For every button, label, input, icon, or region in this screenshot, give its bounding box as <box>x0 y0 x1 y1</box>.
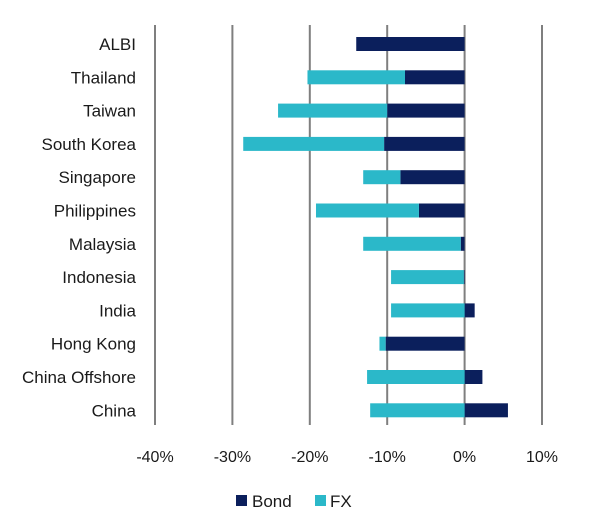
bar-fx-5 <box>315 203 419 218</box>
bars <box>243 37 508 418</box>
category-label: India <box>99 301 136 320</box>
x-tick-label: 0% <box>453 449 476 466</box>
bar-bond-1 <box>405 70 465 85</box>
bar-bond-0 <box>356 37 465 51</box>
bar-bond-6 <box>460 236 465 251</box>
x-tick-label: -30% <box>214 449 251 466</box>
bar-fx-11 <box>370 403 465 418</box>
bar-fx-1 <box>307 70 406 85</box>
bar-fx-9 <box>379 336 386 351</box>
bar-bond-7 <box>463 270 465 285</box>
bar-bond-9 <box>385 336 465 351</box>
x-tick-label: -10% <box>369 449 406 466</box>
x-tick-label: -40% <box>136 449 173 466</box>
bar-fx-7 <box>391 270 464 285</box>
category-label: Indonesia <box>62 268 136 287</box>
category-label: China Offshore <box>22 368 136 387</box>
bar-bond-5 <box>418 203 465 218</box>
category-label: Taiwan <box>83 102 136 121</box>
bar-fx-4 <box>363 170 401 185</box>
category-labels: ALBI Thailand Taiwan South Korea Singapore Ph… <box>22 35 137 420</box>
bar-bond-2 <box>387 103 465 118</box>
bar-fx-6 <box>363 236 461 251</box>
category-label: ALBI <box>99 35 136 54</box>
category-label: China <box>92 401 137 420</box>
legend-label-fx: FX <box>330 492 352 511</box>
bar-bond-3 <box>384 136 465 151</box>
category-label: South Korea <box>41 135 136 154</box>
x-tick-labels: -40% -30% -20% -10% 0% 10% <box>136 449 558 466</box>
bar-bond-11 <box>464 403 508 418</box>
bar-fx-8 <box>391 303 465 318</box>
bar-fx-10 <box>367 370 465 384</box>
bar-fx-3 <box>243 136 385 151</box>
legend: Bond FX <box>236 492 352 511</box>
category-label: Thailand <box>71 68 136 87</box>
category-label: Malaysia <box>69 235 137 254</box>
bar-bond-8 <box>464 303 475 318</box>
legend-swatch-bond <box>236 495 247 506</box>
bar-bond-10 <box>464 370 483 384</box>
legend-swatch-fx <box>315 495 326 506</box>
category-label: Philippines <box>54 202 136 221</box>
bar-fx-2 <box>278 103 388 118</box>
x-tick-label: -20% <box>291 449 328 466</box>
x-tick-label: 10% <box>526 449 558 466</box>
bar-bond-4 <box>400 170 465 185</box>
category-label: Hong Kong <box>51 335 136 354</box>
category-label: Singapore <box>58 168 136 187</box>
legend-label-bond: Bond <box>252 492 292 511</box>
gridlines <box>154 25 543 425</box>
